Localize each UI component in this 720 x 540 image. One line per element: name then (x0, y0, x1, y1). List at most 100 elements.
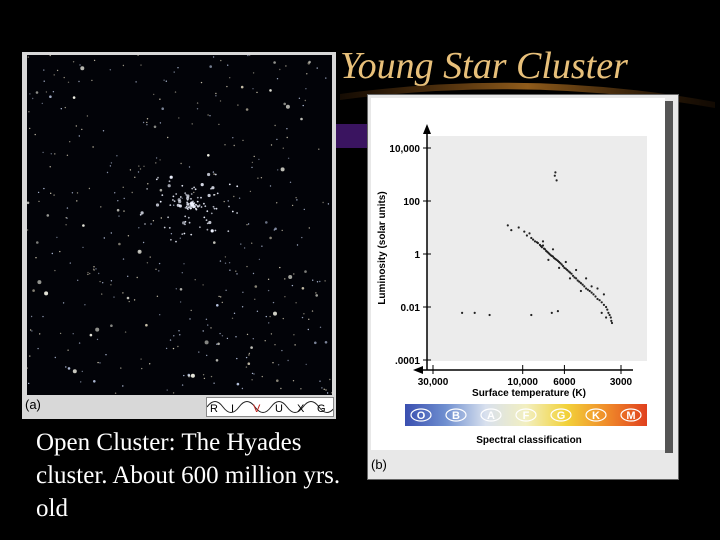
star-data-point (571, 274, 575, 277)
star-data-point (540, 246, 543, 249)
star-data-point (605, 316, 608, 319)
star-data-point (525, 234, 528, 237)
y-tick-label: .0001 (395, 356, 420, 367)
wavelength-band-strip: R I V U X G (206, 397, 334, 417)
star-data-point (532, 238, 535, 241)
band-r-label: R (210, 403, 218, 415)
star-data-point (600, 311, 603, 314)
star-data-point (530, 313, 533, 317)
band-u-label: U (275, 403, 283, 415)
y-tick-label: 100 (403, 197, 420, 208)
hr-diagram-panel: 10,000 100 1 0.01 .0001 30,000 10,000 6000 3000… (367, 94, 679, 480)
x-tick-label: 30,000 (418, 377, 449, 388)
spectral-class-label: F (523, 410, 530, 422)
plot-background (427, 136, 647, 361)
star-data-point (517, 226, 520, 229)
star-data-point (560, 263, 563, 266)
hr-diagram-chart: 10,000 100 1 0.01 .0001 30,000 10,000 6000 3000… (377, 124, 647, 446)
star-data-point (586, 288, 589, 291)
cluster-caption: Open Cluster: The Hyades cluster. About … (36, 429, 341, 522)
spectral-class-marker (515, 408, 537, 422)
star-data-point (590, 291, 593, 294)
spectral-class-marker (550, 408, 572, 422)
star-data-point (562, 265, 565, 268)
star-data-point (547, 258, 550, 261)
star-data-point (578, 280, 581, 283)
star-data-point (461, 311, 464, 314)
band-v-label: V (253, 403, 261, 415)
star-data-point (570, 272, 573, 275)
star-data-point (530, 236, 533, 240)
y-tick-label: 0.01 (401, 303, 421, 314)
star-data-point (609, 316, 612, 319)
x-axis-arrow-icon (413, 366, 423, 374)
star-data-point (488, 313, 491, 317)
star-data-point (602, 293, 605, 296)
star-data-point (575, 268, 578, 272)
star-data-point (598, 299, 601, 302)
spectral-classification-label: Spectral classification (476, 435, 582, 446)
spectral-class-label: M (626, 410, 635, 422)
star-data-point (585, 287, 588, 290)
spectral-class-label: A (487, 410, 495, 422)
spectral-class-marker (410, 408, 432, 422)
star-data-point (600, 301, 603, 304)
star-data-point (556, 310, 559, 313)
star-data-point (523, 230, 526, 233)
star-data-point (608, 313, 611, 317)
star-data-point (541, 244, 545, 247)
star-data-point (594, 295, 597, 298)
star-data-point (564, 267, 567, 270)
star-cluster-photo (27, 55, 332, 395)
band-g-label: G (317, 403, 326, 415)
star-data-point (555, 179, 558, 182)
spectral-class-marker (480, 408, 502, 422)
star-data-point (536, 241, 539, 245)
title-swoosh-decoration (330, 82, 715, 148)
star-data-point (602, 303, 605, 306)
panel-shadow (665, 101, 673, 453)
star-data-point (550, 311, 553, 314)
star-data-point (596, 297, 599, 301)
y-tick-label: 1 (414, 250, 420, 261)
y-tick-label: 10,000 (389, 144, 420, 155)
star-data-point (554, 171, 557, 174)
star-data-point (553, 174, 556, 177)
star-data-point (533, 240, 537, 243)
star-data-point (558, 266, 561, 269)
wave-icon (207, 401, 333, 413)
star-data-point (606, 308, 609, 311)
x-tick-label: 6000 (553, 377, 576, 388)
star-data-point (605, 305, 608, 309)
spectral-class-label: O (417, 410, 426, 422)
star-data-point (473, 311, 476, 314)
y-axis-label: Luminosity (solar units) (377, 191, 388, 304)
star-data-point (610, 321, 614, 325)
star-data-point (588, 289, 591, 293)
band-x-label: X (297, 403, 305, 415)
photo-panel-label: (a) (25, 397, 41, 412)
star-data-point (596, 287, 599, 290)
star-data-point (566, 268, 569, 272)
star-data-point (551, 255, 555, 258)
spectral-class-label: G (557, 410, 566, 422)
star-data-point (564, 260, 567, 264)
spectral-class-marker (620, 408, 642, 422)
star-data-point (551, 248, 555, 251)
star-data-point (610, 319, 613, 322)
star-data-point (568, 271, 572, 274)
star-data-point (541, 240, 545, 243)
star-data-point (510, 229, 513, 232)
hr-panel-label: (b) (371, 457, 387, 472)
hr-diagram-frame: 10,000 100 1 0.01 .0001 30,000 10,000 6000 3000… (371, 98, 665, 450)
slide-title: Young Star Cluster (340, 45, 628, 87)
x-tick-label: 3000 (610, 377, 633, 388)
spectral-class-marker (445, 408, 467, 422)
star-data-point (590, 285, 593, 288)
star-data-point (528, 232, 531, 235)
star-data-point (544, 248, 547, 251)
x-tick-label: 10,000 (507, 377, 538, 388)
star-data-point (576, 279, 579, 282)
star-data-point (579, 289, 582, 293)
star-data-point (573, 276, 576, 279)
